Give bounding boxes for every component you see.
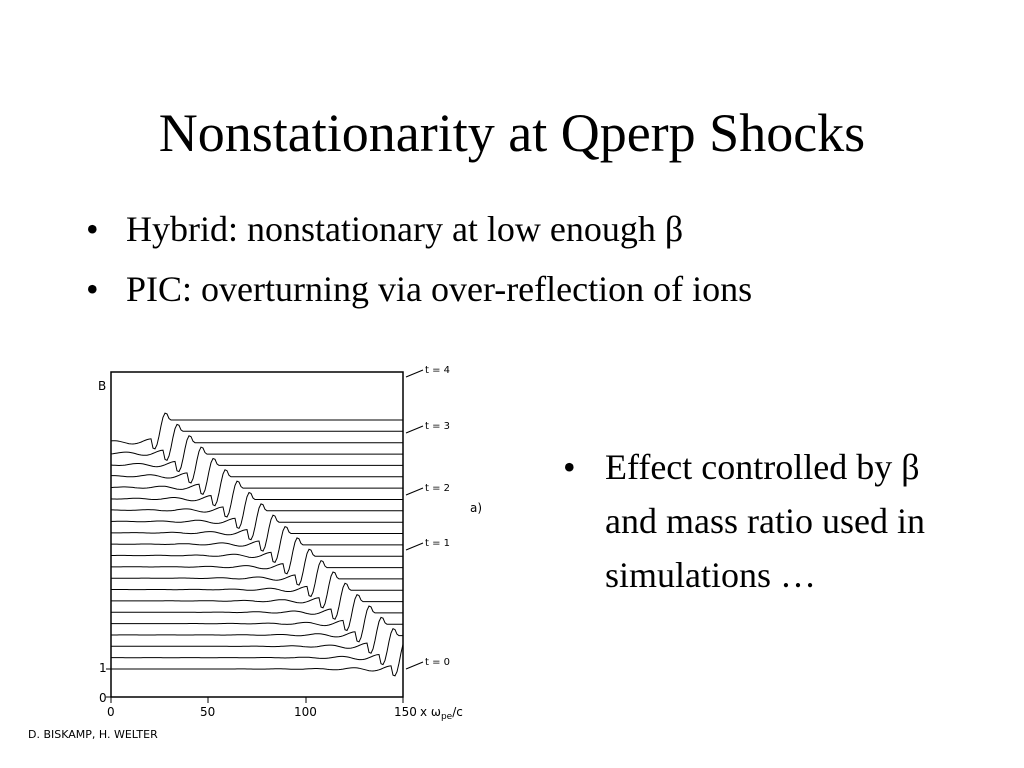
profile-curve bbox=[111, 616, 403, 654]
profile-curve bbox=[111, 537, 403, 575]
svg-text:t = 4: t = 4 bbox=[425, 365, 450, 376]
bullet-item: • PIC: overturning via over-reflection o… bbox=[86, 268, 752, 310]
svg-text:t = 1: t = 1 bbox=[425, 538, 450, 549]
profile-curve bbox=[111, 582, 403, 620]
svg-text:t = 3: t = 3 bbox=[425, 421, 450, 432]
bullet-item: • Effect controlled by β and mass ratio … bbox=[563, 440, 943, 602]
time-label-t0: t = 0 bbox=[405, 657, 450, 670]
x-tick-50: 50 bbox=[200, 705, 215, 719]
time-label-t1: t = 1 bbox=[405, 538, 450, 551]
profile-curve bbox=[111, 503, 403, 541]
time-label-t3: t = 3 bbox=[405, 421, 450, 434]
profile-curve bbox=[110, 423, 403, 461]
profile-curve bbox=[111, 559, 403, 598]
profile-curve bbox=[111, 605, 403, 643]
svg-text:t = 2: t = 2 bbox=[425, 483, 450, 494]
stacked-profile-plot: B 1 0 0 50 100 150 x ωpe/c t = 4 t = 3 t… bbox=[28, 365, 482, 741]
slide-title: Nonstationarity at Qperp Shocks bbox=[158, 103, 866, 163]
profile-curve bbox=[110, 469, 403, 507]
y-tick-0: 0 bbox=[99, 691, 107, 705]
svg-text:t = 0: t = 0 bbox=[425, 657, 450, 668]
profile-curve bbox=[111, 480, 403, 518]
bullet-list: • Hybrid: nonstationary at low enough β … bbox=[86, 208, 752, 328]
y-axis-label: B bbox=[98, 379, 106, 393]
profile-curve bbox=[110, 491, 403, 530]
simulation-figure: B 1 0 0 50 100 150 x ωpe/c t = 4 t = 3 t… bbox=[20, 360, 520, 750]
profile-curve bbox=[110, 435, 403, 473]
y-tick-1: 1 bbox=[99, 661, 107, 675]
bullet-marker: • bbox=[563, 447, 576, 487]
profile-curves bbox=[110, 412, 404, 677]
profile-curve bbox=[111, 571, 403, 609]
bullet-text-hybrid: Hybrid: nonstationary at low enough β bbox=[126, 209, 684, 249]
profile-curve bbox=[111, 525, 403, 564]
bullet-text-effect: Effect controlled by β and mass ratio us… bbox=[605, 447, 925, 595]
profile-curve bbox=[110, 457, 403, 495]
profile-curve bbox=[111, 514, 403, 552]
plot-frame bbox=[110, 371, 404, 698]
profile-curve bbox=[110, 412, 403, 450]
bullet-text-pic: PIC: overturning via over-reflection of … bbox=[126, 269, 753, 309]
profile-curve bbox=[111, 628, 403, 666]
profile-curve bbox=[111, 644, 404, 677]
side-bullet-list: • Effect controlled by β and mass ratio … bbox=[563, 440, 943, 602]
x-tick-0: 0 bbox=[107, 705, 115, 719]
profile-curve bbox=[111, 446, 403, 484]
bullet-item: • Hybrid: nonstationary at low enough β bbox=[86, 208, 752, 250]
x-axis-label: x ωpe/c bbox=[420, 705, 463, 722]
figure-credit: D. BISKAMP, H. WELTER bbox=[28, 728, 158, 741]
profile-curve bbox=[111, 548, 403, 586]
bullet-marker: • bbox=[86, 209, 99, 249]
panel-label: a) bbox=[470, 501, 482, 515]
time-label-t4: t = 4 bbox=[405, 365, 450, 378]
bullet-marker: • bbox=[86, 269, 99, 309]
x-tick-100: 100 bbox=[294, 705, 317, 719]
time-label-t2: t = 2 bbox=[405, 483, 450, 496]
x-tick-150: 150 bbox=[394, 705, 417, 719]
profile-curve bbox=[111, 594, 403, 632]
